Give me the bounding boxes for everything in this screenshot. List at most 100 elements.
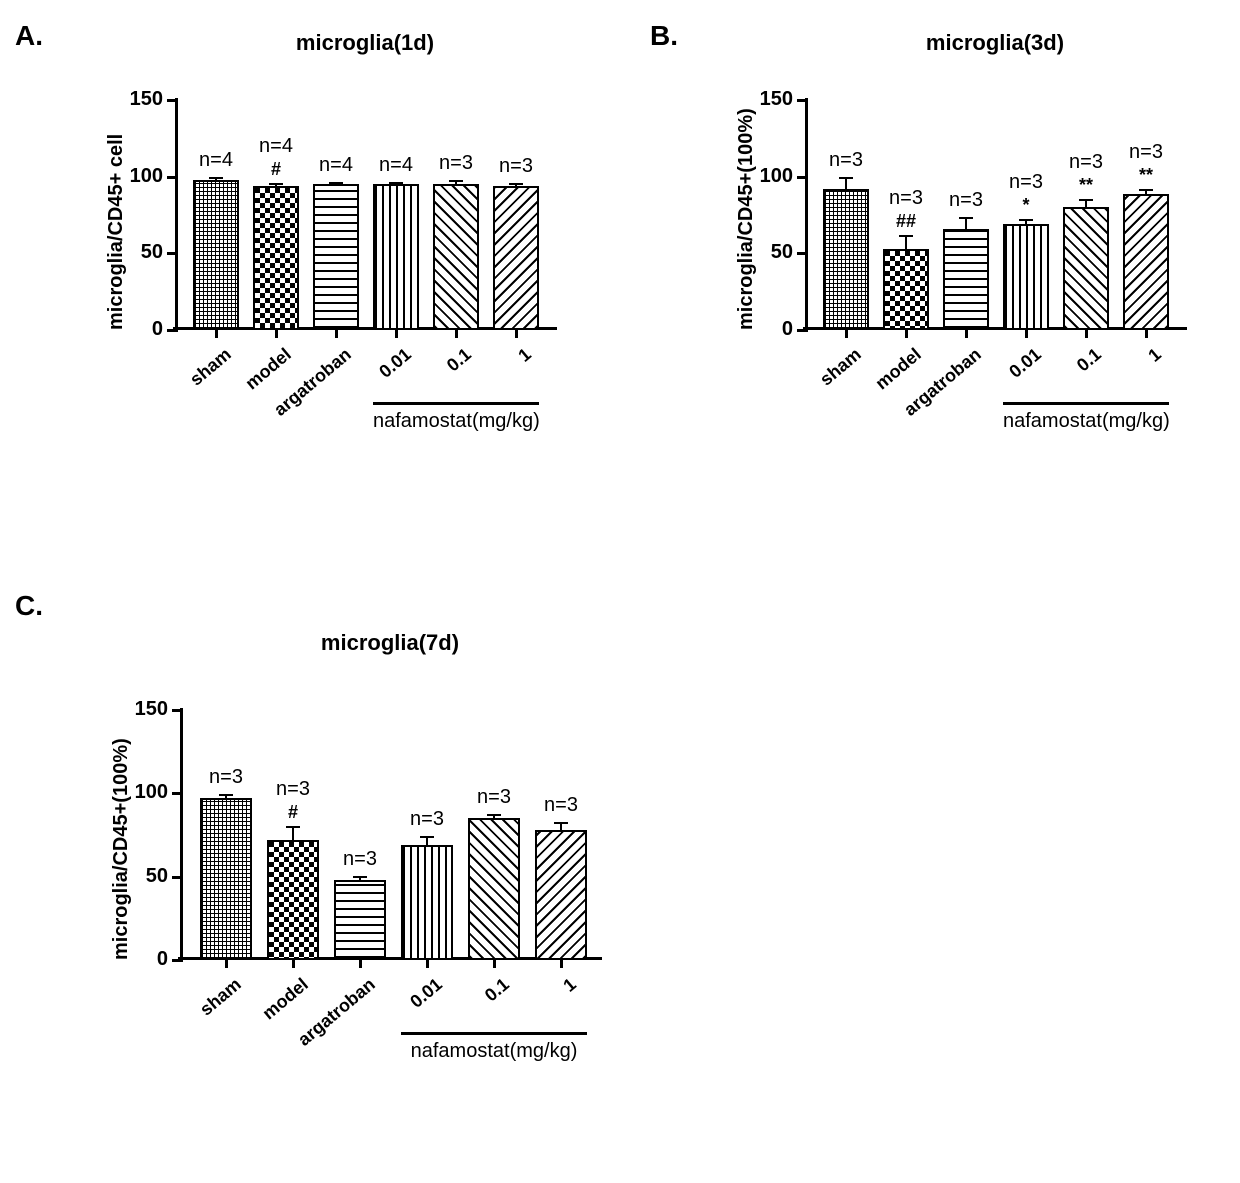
n-label: n=3: [462, 786, 526, 809]
y-tick: [797, 329, 805, 332]
x-category-label: model: [258, 974, 312, 1024]
bar-sham: [823, 189, 869, 330]
n-label: n=3: [997, 171, 1055, 194]
n-label: n=3: [261, 778, 325, 801]
significance-label: **: [1057, 175, 1115, 196]
error-stem: [905, 236, 907, 248]
plot-area: 050100150n=3n=3#n=3n=3n=3n=3: [180, 710, 600, 960]
x-tick: [905, 330, 908, 338]
error-cap: [219, 794, 233, 796]
chart-c: microglia(7d) 050100150n=3n=3#n=3n=3n=3n=…: [80, 630, 640, 1100]
chart-b: microglia(3d) 050100150n=3n=3##n=3n=3*n=3…: [710, 30, 1230, 450]
x-tick: [292, 960, 295, 968]
x-category-label: 0.1: [443, 344, 476, 376]
x-category-label: 0.01: [375, 344, 415, 383]
y-axis: [180, 708, 183, 962]
error-cap: [554, 822, 568, 824]
x-tick: [335, 330, 338, 338]
y-tick: [167, 252, 175, 255]
y-tick: [167, 176, 175, 179]
x-tick: [1085, 330, 1088, 338]
y-axis: [805, 98, 808, 332]
x-tick: [1145, 330, 1148, 338]
significance-label: #: [261, 802, 325, 823]
bar-0.1: [433, 184, 479, 330]
x-category-label: sham: [196, 974, 246, 1020]
significance-label: *: [997, 195, 1055, 216]
x-category-label: 0.01: [1005, 344, 1045, 383]
error-stem: [965, 218, 967, 229]
error-cap: [353, 876, 367, 878]
x-category-label: sham: [816, 344, 866, 390]
bracket-label: nafamostat(mg/kg): [401, 1040, 587, 1063]
n-label: n=3: [427, 152, 485, 175]
x-tick: [965, 330, 968, 338]
panel-letter-b: B.: [650, 20, 678, 52]
significance-label: ##: [877, 211, 935, 232]
x-category-label: 0.01: [406, 974, 446, 1013]
significance-label: **: [1117, 165, 1175, 186]
figure-page: { "global":{ "page_w":1240,"page_h":1183…: [0, 0, 1240, 1183]
error-cap: [509, 183, 523, 185]
error-cap: [286, 826, 300, 828]
error-stem: [292, 827, 294, 840]
chart-title: microglia(3d): [805, 30, 1185, 56]
error-cap: [269, 183, 283, 185]
n-label: n=4: [367, 154, 425, 177]
bar-0.01: [373, 184, 419, 330]
panel-letter-a: A.: [15, 20, 43, 52]
y-tick: [797, 176, 805, 179]
plot-area: 050100150n=3n=3##n=3n=3*n=3**n=3**: [805, 100, 1185, 330]
x-tick: [395, 330, 398, 338]
n-label: n=3: [529, 794, 593, 817]
x-tick: [560, 960, 563, 968]
error-cap: [420, 836, 434, 838]
x-tick: [359, 960, 362, 968]
n-label: n=3: [877, 187, 935, 210]
x-tick: [455, 330, 458, 338]
x-category-label: 1: [559, 974, 580, 997]
x-category-label: sham: [186, 344, 236, 390]
x-tick: [515, 330, 518, 338]
error-cap: [487, 814, 501, 816]
error-cap: [1019, 219, 1033, 221]
y-tick-label: 150: [118, 698, 168, 721]
y-tick-label: 150: [113, 88, 163, 111]
error-cap: [329, 182, 343, 184]
error-cap: [389, 182, 403, 184]
error-cap: [1079, 199, 1093, 201]
x-category-label: 1: [1144, 344, 1165, 367]
bar-1: [493, 186, 539, 330]
n-label: n=3: [1057, 151, 1115, 174]
x-tick: [845, 330, 848, 338]
y-axis-label: microglia/CD45+(100%): [735, 108, 758, 330]
n-label: n=3: [1117, 141, 1175, 164]
bar-model: [267, 840, 319, 960]
error-cap: [1139, 189, 1153, 191]
chart-title: microglia(1d): [175, 30, 555, 56]
n-label: n=3: [487, 155, 545, 178]
n-label: n=3: [817, 149, 875, 172]
error-cap: [959, 217, 973, 219]
bar-0.01: [1003, 224, 1049, 330]
error-stem: [426, 837, 428, 845]
x-category-label: 1: [514, 344, 535, 367]
x-category-label: model: [241, 344, 295, 394]
y-tick: [167, 99, 175, 102]
bar-0.01: [401, 845, 453, 960]
x-category-label: 0.1: [1073, 344, 1106, 376]
x-tick: [426, 960, 429, 968]
error-stem: [845, 178, 847, 189]
y-axis-label: microglia/CD45+ cell: [105, 134, 128, 330]
y-tick: [172, 792, 180, 795]
chart-title: microglia(7d): [180, 630, 600, 656]
x-tick: [275, 330, 278, 338]
bar-argatroban: [334, 880, 386, 960]
bracket-line: [401, 1032, 587, 1035]
n-label: n=3: [194, 766, 258, 789]
y-tick: [172, 959, 180, 962]
bar-sham: [200, 798, 252, 960]
bar-1: [535, 830, 587, 960]
significance-label: #: [247, 159, 305, 180]
chart-a: microglia(1d)050100150n=4n=4#n=4n=4n=3n=…: [80, 30, 600, 450]
